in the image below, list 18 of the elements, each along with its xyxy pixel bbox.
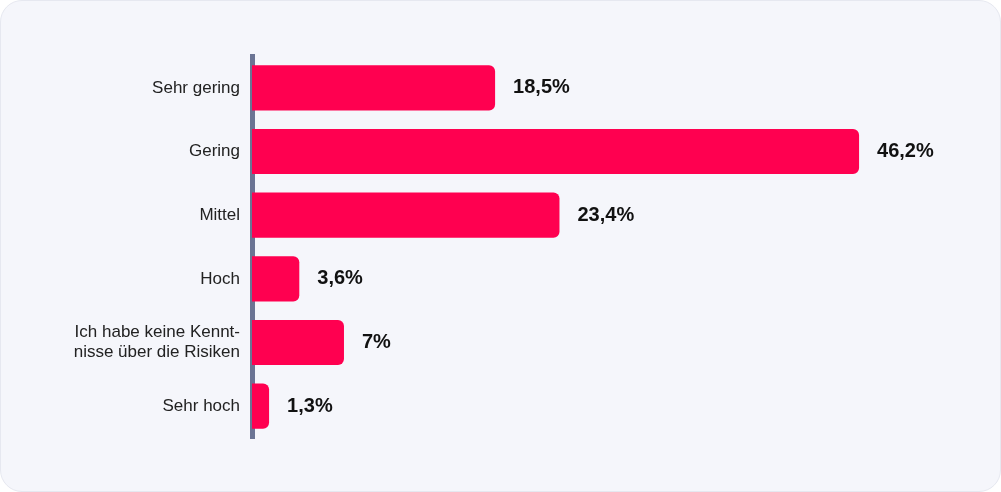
bar	[252, 383, 270, 429]
data-label: 7%	[361, 330, 392, 353]
y-tick-label: Sehr gering	[152, 77, 240, 97]
y-tick-label: Ich habe keine Kennt- nisse über die Risiken	[73, 321, 240, 362]
bar	[252, 128, 860, 175]
y-tick-label: Sehr hoch	[162, 395, 240, 415]
data-label: 3,6%	[317, 266, 364, 289]
y-tick-label: Hoch	[200, 268, 240, 288]
y-tick-label: Mittel	[199, 204, 240, 224]
bar	[252, 192, 560, 238]
data-label: 23,4%	[577, 202, 635, 225]
y-tick-label: Gering	[188, 141, 240, 161]
data-label: 18,5%	[513, 75, 571, 98]
data-label: 1,3%	[287, 393, 333, 416]
data-label: 46,2%	[877, 139, 934, 162]
bar	[252, 256, 300, 302]
bar	[252, 319, 344, 366]
bar	[252, 65, 496, 111]
